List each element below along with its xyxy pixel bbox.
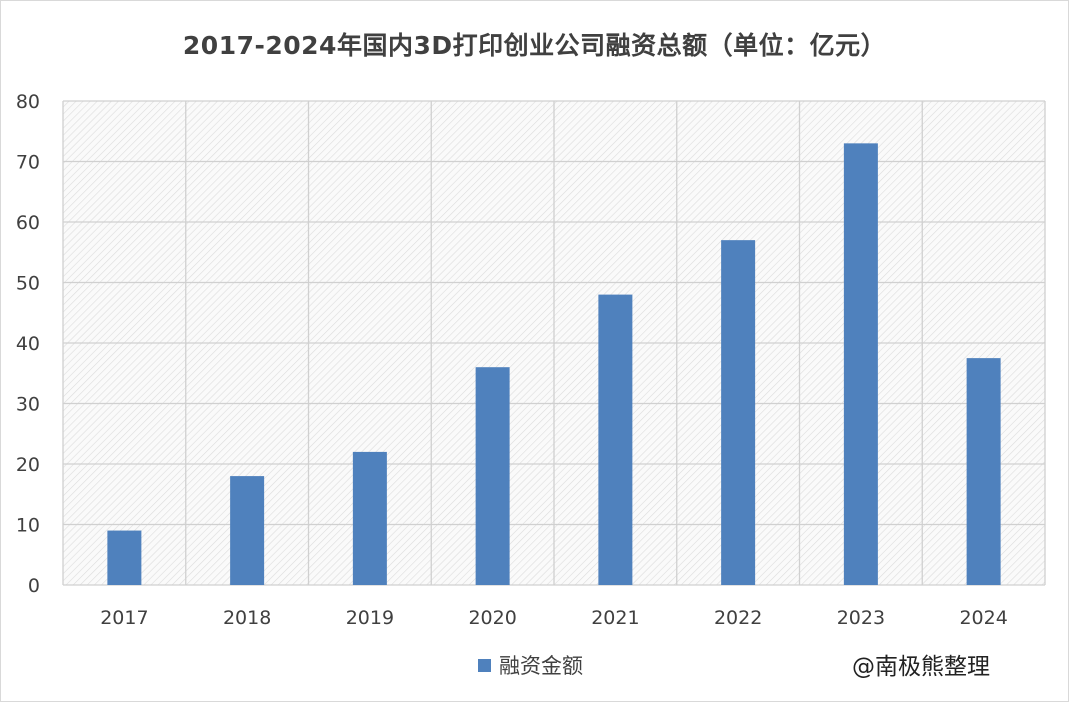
y-tick-label: 0 [28,575,40,597]
y-tick-label: 30 [16,394,40,416]
bar-2021 [598,294,633,585]
watermark: @南极熊整理 [852,654,990,680]
x-tick-label: 2018 [223,607,271,629]
y-tick-label: 80 [16,91,40,113]
bar-2020 [475,367,510,585]
x-tick-label: 2019 [346,607,394,629]
x-tick-label: 2022 [714,607,762,629]
x-axis-ticks: 2017 2018 2019 2020 2021 2022 2023 2024 [100,607,1008,629]
legend-swatch [478,658,491,672]
y-tick-label: 40 [16,333,40,355]
y-tick-label: 10 [16,515,40,537]
x-tick-label: 2017 [100,607,148,629]
y-tick-label: 50 [16,273,40,295]
y-tick-label: 70 [16,152,40,174]
chart-title: 2017-2024年国内3D打印创业公司融资总额（单位：亿元） [182,31,887,60]
gridlines [62,100,1046,586]
bar-2017 [107,530,142,585]
y-axis-ticks: 0 10 20 30 40 50 60 70 80 [16,91,40,597]
bar-2018 [230,476,265,585]
x-tick-label: 2021 [591,607,639,629]
bar-2024 [966,358,1001,585]
legend-label: 融资金额 [499,654,583,678]
y-tick-label: 20 [16,454,40,476]
bar-2023 [843,143,878,585]
x-tick-label: 2023 [837,607,885,629]
x-tick-label: 2020 [468,607,516,629]
bars [107,143,1001,585]
y-tick-label: 60 [16,212,40,234]
legend: 融资金额 [478,650,583,680]
x-tick-label: 2024 [959,607,1007,629]
bar-2019 [352,451,387,585]
bar-2022 [721,240,756,585]
